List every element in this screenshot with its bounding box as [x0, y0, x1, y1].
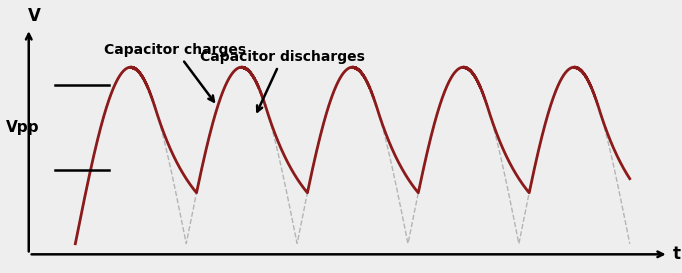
Text: Capacitor charges: Capacitor charges — [104, 43, 246, 102]
Text: Capacitor discharges: Capacitor discharges — [201, 50, 365, 112]
Text: Vpp: Vpp — [6, 120, 40, 135]
Text: t: t — [673, 245, 681, 263]
Text: V: V — [28, 7, 41, 25]
